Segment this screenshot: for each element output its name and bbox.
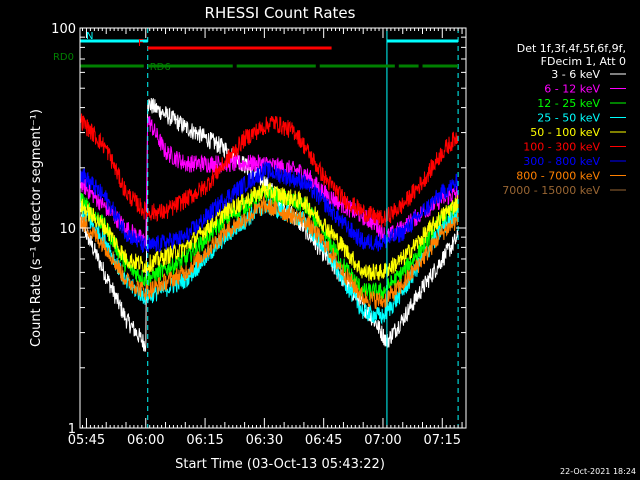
x-tick-label-0: 05:45 (68, 433, 105, 448)
x-tick-label-6: 07:15 (424, 433, 461, 448)
status-bar-label-rd0: RD0 (53, 52, 74, 63)
legend: Det 1f,3f,4f,5f,6f,9f,FDecim 1, Att 03 -… (502, 42, 626, 197)
legend-entry-2: 12 - 25 keV (537, 97, 600, 110)
status-bar-label-f: F (138, 38, 144, 49)
x-tick-label-3: 06:30 (246, 433, 283, 448)
x-axis-label: Start Time (03-Oct-13 05:43:22) (175, 457, 385, 472)
legend-entry-4: 50 - 100 keV (530, 126, 600, 139)
status-bar-label-rd6: RD6 (150, 62, 171, 73)
y-tick-label-10: 10 (59, 222, 76, 237)
legend-entry-5: 100 - 300 keV (523, 141, 600, 154)
series-line-6 (79, 161, 459, 253)
y-tick-label-1: 1 (68, 422, 76, 437)
y-tick-label-100: 100 (51, 22, 76, 37)
y-axis-label: Count Rate (s⁻¹ detector segment⁻¹) (29, 109, 44, 347)
legend-entry-3: 25 - 50 keV (537, 112, 600, 125)
footer-timestamp: 22-Oct-2021 18:24 (560, 467, 636, 476)
legend-entry-8: 7000 - 15000 keV (502, 184, 600, 197)
legend-header-0: Det 1f,3f,4f,5f,6f,9f, (517, 42, 626, 55)
legend-entry-0: 3 - 6 keV (551, 68, 600, 81)
x-tick-label-1: 06:00 (127, 433, 164, 448)
legend-entry-7: 800 - 7000 keV (516, 170, 600, 183)
axis-layer: 1 10 100 05:45 06:00 06:15 06:30 06:45 07:00 07:1… (51, 22, 467, 448)
series-line-7 (79, 195, 459, 309)
legend-entry-1: 6 - 12 keV (544, 83, 600, 96)
series-line-3 (79, 197, 459, 325)
series-line-5 (79, 113, 459, 228)
series-line-4 (79, 182, 459, 281)
chart-title: RHESSI Count Rates (205, 4, 356, 22)
legend-header-1: FDecim 1, Att 0 (541, 55, 626, 68)
legend-entry-6: 300 - 800 keV (523, 155, 600, 168)
status-bar-label-n: N (86, 31, 93, 42)
x-tick-label-5: 07:00 (364, 433, 401, 448)
x-tick-label-2: 06:15 (186, 433, 223, 448)
x-tick-label-4: 06:45 (305, 433, 342, 448)
